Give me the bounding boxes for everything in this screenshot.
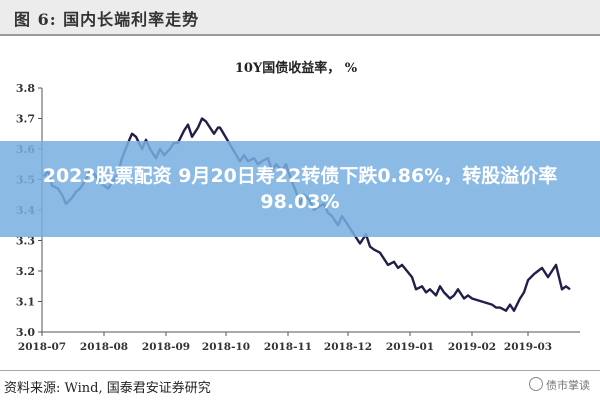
y-tick-label: 3.7 [16,113,35,126]
chart-title: 10Y国债收益率， % [235,60,358,76]
figure-header: 图 6: 国内长端利率走势 [0,0,600,36]
watermark-text: 债市掌读 [546,379,590,392]
x-tick-label: 2018-08 [80,341,128,353]
y-tick-label: 3.2 [16,265,35,278]
x-axis-ticks: 2018-07 2018-08 2018-09 2018-10 2018-11 2018-… [18,332,552,353]
y-tick-label: 3.1 [16,296,35,309]
wechat-icon [529,377,543,391]
x-tick-label: 2019-02 [448,341,496,353]
y-tick-label: 3.0 [16,326,35,339]
figure-title: 图 6: 国内长端利率走势 [14,10,200,29]
overlay-banner: 2023股票配资 9月20日寿22转债下跌0.86%，转股溢价率98.03% [0,141,600,237]
y-tick-label: 3.8 [16,82,35,95]
x-tick-label: 2018-10 [202,341,250,353]
x-tick-label: 2019-01 [386,341,434,353]
x-tick-label: 2018-12 [324,341,372,353]
overlay-headline: 2023股票配资 9月20日寿22转债下跌0.86%，转股溢价率98.03% [42,165,558,213]
source-text: 资料来源: Wind, 国泰君安证券研究 [4,381,211,396]
watermark: 债市掌读 [529,377,590,393]
x-tick-label: 2018-11 [264,341,312,353]
y-tick-label: 3.3 [16,235,35,248]
x-tick-label: 2018-07 [18,341,66,353]
source-footer: 资料来源: Wind, 国泰君安证券研究 债市掌读 [0,370,600,401]
x-tick-label: 2019-03 [504,341,552,353]
x-tick-label: 2018-09 [142,341,190,353]
